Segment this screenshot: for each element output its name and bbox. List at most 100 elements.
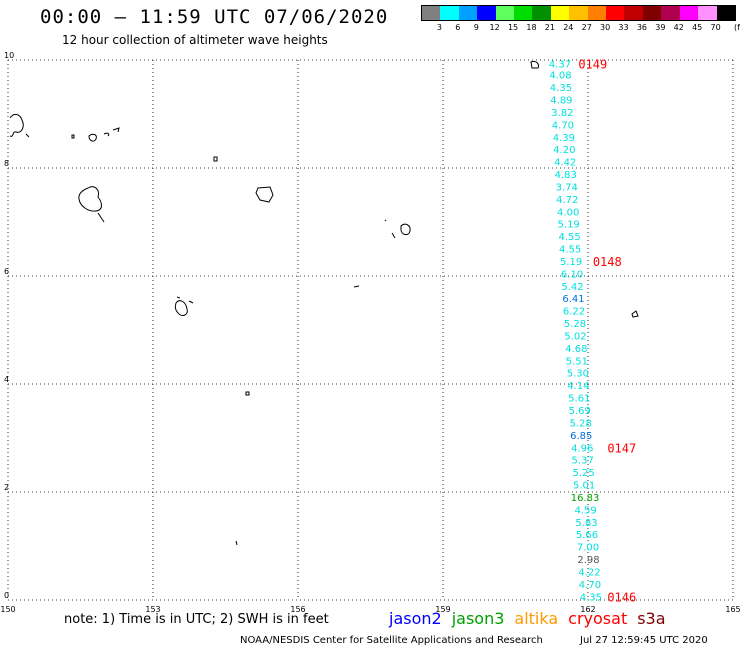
wave-height-value: 4.35: [550, 83, 572, 94]
x-tick-label: 156: [290, 605, 305, 614]
pass-time-label: 0149: [578, 57, 607, 71]
color-swatch: [458, 6, 478, 20]
wave-height-value: 5.66: [576, 530, 598, 541]
island-outline: [530, 61, 539, 69]
satellite-legend-item: s3a: [637, 609, 666, 628]
axis-tick-labels: 150 153 156 159 162 165 0 2 4 6 8 10: [0, 51, 740, 614]
lat-lon-grid: [7, 59, 734, 601]
color-scale-label: 70: [710, 23, 721, 32]
wave-height-value: 4.89: [550, 96, 572, 107]
y-tick-label: 6: [4, 267, 9, 276]
pass-time-label: 0148: [593, 255, 622, 269]
island-outline: [255, 186, 274, 203]
island-outline: [384, 219, 411, 239]
color-swatch: [698, 6, 717, 20]
color-swatch: [569, 6, 588, 20]
island-outline: [78, 186, 102, 212]
wave-height-value: 4.14: [567, 381, 589, 392]
satellite-legend-item: cryosat: [568, 609, 628, 628]
wave-height-value: 2.98: [577, 555, 599, 566]
wave-height-value: 3.74: [556, 182, 578, 193]
color-scale-label: 18: [526, 23, 537, 32]
color-swatch: [624, 6, 643, 20]
color-scale-label: 27: [581, 23, 592, 32]
wave-height-value: 5.19: [558, 220, 580, 231]
wave-height-value: 4.35: [580, 592, 602, 603]
island-outline: [9, 113, 24, 137]
y-tick-label: 10: [4, 51, 14, 60]
wave-height-readings: 4.374.084.354.893.824.704.394.204.424.83…: [549, 59, 602, 603]
footer-note: note: 1) Time is in UTC; 2) SWH is in fe…: [64, 612, 329, 627]
wave-height-value: 6.10: [561, 269, 583, 280]
credit-text: NOAA/NESDIS Center for Satellite Applica…: [240, 635, 543, 646]
wave-height-value: 5.51: [566, 356, 588, 367]
wave-height-value: 5.37: [572, 456, 594, 467]
color-swatch: [532, 6, 551, 20]
wave-height-value: 6.22: [563, 307, 585, 318]
wave-height-value: 6.85: [570, 431, 592, 442]
satellite-legend-item: jason3: [451, 609, 505, 628]
island-outline: [245, 391, 250, 396]
wave-height-value: 4.70: [579, 580, 601, 591]
color-swatch: [661, 6, 680, 20]
wave-height-value: 4.96: [571, 443, 593, 454]
island-outline: [353, 285, 360, 288]
wave-height-value: 6.41: [562, 294, 584, 305]
color-scale-label: 42: [673, 23, 684, 32]
color-scale-label: 12: [489, 23, 500, 32]
generated-timestamp: Jul 27 12:59:45 UTC 2020: [580, 635, 708, 646]
x-tick-label: 159: [435, 605, 450, 614]
wave-height-value: 4.42: [554, 158, 576, 169]
wave-height-value: 5.02: [564, 331, 586, 342]
color-scale-label: 24: [563, 23, 574, 32]
color-swatch: [514, 6, 533, 20]
satellite-legend-item: altika: [514, 609, 559, 628]
wave-height-value: 4.59: [574, 505, 596, 516]
wave-height-value: 4.37: [549, 59, 571, 70]
wave-height-value: 4.08: [549, 71, 571, 82]
island-outline: [631, 310, 639, 318]
wave-height-value: 4.55: [559, 232, 581, 243]
island-outline: [88, 133, 97, 142]
wave-height-value: 5.42: [561, 282, 583, 293]
color-swatch: [679, 6, 699, 20]
x-tick-label: 153: [145, 605, 160, 614]
color-swatch: [495, 6, 515, 20]
wave-height-value: 4.70: [552, 120, 574, 131]
color-swatch: [477, 6, 496, 20]
island-outline: [213, 156, 218, 162]
color-swatch: [642, 6, 662, 20]
color-swatch: [606, 6, 625, 20]
wave-height-value: 4.83: [555, 170, 577, 181]
y-tick-label: 0: [4, 591, 9, 600]
color-scale-label: 36: [636, 23, 648, 32]
color-scale-label: 9: [473, 23, 479, 32]
color-scale-label: 3: [436, 23, 442, 32]
x-tick-label: 165: [725, 605, 740, 614]
x-tick-label: 150: [0, 605, 15, 614]
wave-height-value: 4.39: [553, 133, 575, 144]
satellite-legend: jason2 jason3 altika cryosat s3a: [389, 609, 676, 628]
color-swatch: [422, 6, 441, 20]
color-scale-label: 39: [655, 23, 666, 32]
wave-height-value: 16.83: [571, 493, 600, 504]
wave-height-value: 3.82: [551, 108, 573, 119]
color-swatch: [716, 6, 735, 20]
y-tick-label: 2: [4, 483, 9, 492]
wave-height-value: 4.20: [553, 145, 575, 156]
x-tick-label: 162: [580, 605, 595, 614]
wave-height-value: 5.28: [570, 418, 592, 429]
island-outline: [25, 133, 30, 138]
island-outline: [174, 296, 194, 317]
wave-height-value: 4.22: [578, 567, 600, 578]
pass-time-label: 0147: [607, 441, 636, 455]
wave-height-value: 5.61: [568, 394, 590, 405]
color-scale-label: 15: [507, 23, 519, 32]
color-scale-label: 6: [455, 23, 461, 32]
y-tick-label: 8: [4, 159, 9, 168]
wave-height-value: 5.19: [560, 257, 582, 268]
y-tick-label: 4: [4, 375, 9, 384]
